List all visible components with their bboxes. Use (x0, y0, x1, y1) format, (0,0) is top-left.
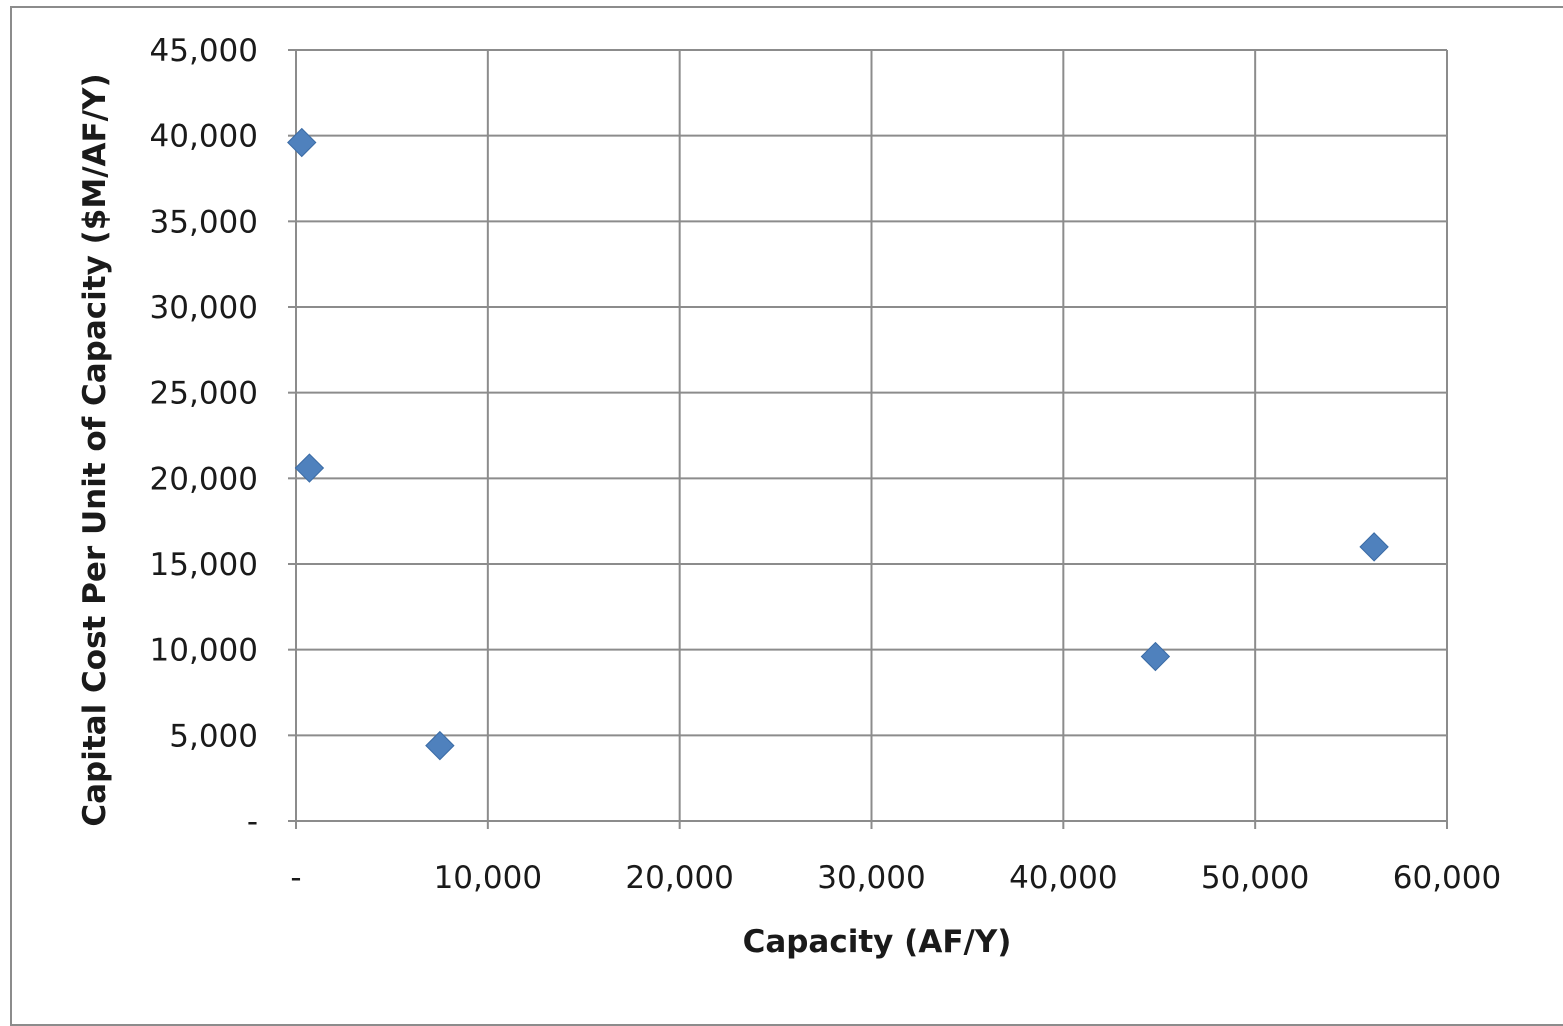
x-tick-label: 10,000 (434, 860, 542, 896)
y-tick-label: 10,000 (150, 633, 258, 669)
data-point (287, 127, 317, 158)
point-layer (287, 127, 1389, 761)
grid-layer (288, 49, 1448, 829)
chart-frame (10, 6, 1563, 1026)
y-tick-label: 45,000 (150, 33, 258, 69)
x-tick-label: 50,000 (1201, 860, 1309, 896)
data-point (425, 730, 455, 761)
y-tick-label: 30,000 (150, 290, 258, 326)
x-tick-label: 40,000 (1009, 860, 1117, 896)
y-tick-label: - (247, 804, 258, 840)
x-tick-label: 60,000 (1393, 860, 1501, 896)
tick-layer: - 5,000 10,000 15,000 20,000 25,000 30,000 35,0… (150, 33, 1502, 896)
y-tick-label: 20,000 (150, 461, 258, 497)
x-tick-label: - (290, 860, 301, 896)
x-tick-label: 30,000 (817, 860, 925, 896)
y-tick-label: 5,000 (169, 718, 258, 754)
y-tick-label: 25,000 (150, 376, 258, 412)
data-point (294, 453, 325, 483)
y-tick-label: 40,000 (150, 119, 258, 155)
y-tick-label: 35,000 (150, 204, 258, 240)
data-point (1140, 641, 1171, 672)
y-tick-label: 15,000 (150, 547, 258, 583)
data-point (1359, 532, 1389, 562)
x-tick-label: 20,000 (625, 860, 733, 896)
y-axis-title: Capital Cost Per Unit of Capacity ($M/AF… (77, 73, 113, 826)
x-axis-title: Capacity (AF/Y) (743, 924, 1012, 960)
